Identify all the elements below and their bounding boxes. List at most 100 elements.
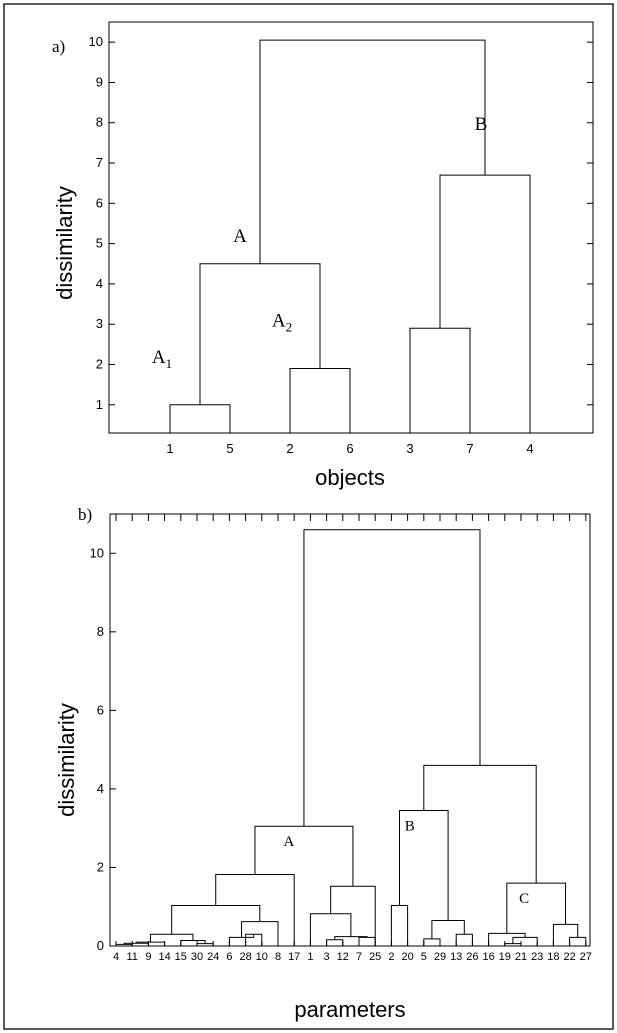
panel-a-links bbox=[169, 39, 531, 433]
dendrogram-link bbox=[123, 942, 149, 946]
leaf-label: 6 bbox=[346, 441, 353, 456]
panel-a-ylabel: dissimilarity bbox=[52, 186, 77, 300]
leaf-label: 9 bbox=[145, 951, 151, 963]
leaf-label: 4 bbox=[526, 441, 533, 456]
y-tick-label: 10 bbox=[89, 34, 103, 49]
dendrogram-link bbox=[254, 825, 354, 887]
y-tick-label: 8 bbox=[96, 115, 103, 130]
panel-b-ticks: 0 2 4 6 8 10 bbox=[90, 513, 591, 953]
leaf-label: 15 bbox=[175, 951, 187, 963]
leaf-label: 1 bbox=[166, 441, 173, 456]
dendrogram-link bbox=[196, 943, 214, 946]
panel-a-xlabel: objects bbox=[315, 465, 385, 490]
leaf-label: 6 bbox=[226, 951, 232, 963]
cluster-label: A bbox=[233, 226, 247, 247]
leaf-label: 16 bbox=[482, 951, 494, 963]
cluster-label: B bbox=[405, 819, 415, 835]
dendrogram-link bbox=[241, 921, 279, 946]
plot-area-a bbox=[108, 21, 594, 434]
dendrogram-link bbox=[409, 327, 471, 433]
leaf-label: 7 bbox=[466, 441, 473, 456]
y-tick-label: 2 bbox=[97, 859, 104, 874]
dendrogram-link bbox=[455, 933, 473, 946]
leaf-label: 3 bbox=[324, 951, 330, 963]
leaf-label: 11 bbox=[126, 951, 137, 963]
cluster-label-subscript: 2 bbox=[286, 320, 293, 335]
leaf-label: 17 bbox=[288, 951, 300, 963]
leaf-label: 14 bbox=[158, 951, 170, 963]
dendrogram-link bbox=[358, 936, 376, 946]
y-tick-label: 1 bbox=[96, 397, 103, 412]
dendrogram-link bbox=[506, 882, 567, 934]
leaf-label: 28 bbox=[239, 951, 251, 963]
y-tick-label: 6 bbox=[96, 195, 103, 210]
y-tick-label: 9 bbox=[96, 74, 103, 89]
leaf-label: 5 bbox=[226, 441, 233, 456]
dendrogram-link bbox=[135, 941, 166, 946]
leaf-label: 18 bbox=[547, 951, 559, 963]
leaf-label: 4 bbox=[113, 951, 119, 963]
dendrogram-link bbox=[569, 936, 587, 946]
leaf-label: 26 bbox=[466, 951, 478, 963]
dendrogram-link bbox=[488, 932, 526, 946]
y-tick-label: 10 bbox=[90, 545, 104, 560]
cluster-label: C bbox=[519, 891, 529, 907]
panel-a-cluster-labels: A A1 A2 B bbox=[152, 114, 487, 371]
y-tick-label: 2 bbox=[96, 357, 103, 372]
dendrogram-link bbox=[303, 529, 481, 827]
leaf-label: 7 bbox=[356, 951, 362, 963]
panel-b-label: b) bbox=[78, 505, 92, 524]
leaf-label: 23 bbox=[531, 951, 543, 963]
cluster-label: A bbox=[284, 834, 295, 850]
leaf-label: 5 bbox=[421, 951, 427, 963]
panel-b-links bbox=[115, 529, 587, 946]
panel-b-xlabel: parameters bbox=[294, 997, 405, 1022]
panel-b-leaf-labels: 4 11 9 14 15 30 24 6 28 10 8 17 1 3 12 7 25 2 20 5 29 13 26 16 1… bbox=[113, 951, 592, 963]
leaf-label: 27 bbox=[580, 951, 592, 963]
cluster-label: A2 bbox=[272, 311, 292, 335]
leaf-label: 3 bbox=[406, 441, 413, 456]
dendrogram-link bbox=[215, 874, 295, 946]
leaf-label: 13 bbox=[450, 951, 462, 963]
leaf-label: 29 bbox=[434, 951, 446, 963]
leaf-label: 2 bbox=[286, 441, 293, 456]
dendrogram-link bbox=[423, 938, 441, 946]
leaf-label: 25 bbox=[369, 951, 381, 963]
panel-a-label: a) bbox=[52, 37, 65, 56]
leaf-label: 30 bbox=[191, 951, 203, 963]
figure-frame bbox=[3, 3, 614, 1030]
y-tick-label: 4 bbox=[97, 781, 104, 796]
leaf-label: 20 bbox=[401, 951, 413, 963]
dendrogram-link bbox=[439, 174, 531, 433]
dendrogram-link bbox=[309, 913, 352, 946]
leaf-label: 2 bbox=[388, 951, 394, 963]
leaf-label: 8 bbox=[275, 951, 281, 963]
dendrogram-link bbox=[334, 936, 368, 940]
y-tick-label: 3 bbox=[96, 316, 103, 331]
cluster-label: A1 bbox=[152, 347, 172, 371]
y-tick-label: 5 bbox=[96, 236, 103, 251]
dendrogram-link bbox=[289, 368, 351, 433]
panel-a-ticks: 1 2 3 4 5 6 7 8 9 10 bbox=[89, 21, 594, 434]
cluster-label-subscript: 1 bbox=[166, 356, 173, 371]
leaf-label: 21 bbox=[515, 951, 527, 963]
dendrogram-link bbox=[259, 39, 486, 264]
dendrogram-link bbox=[245, 933, 263, 946]
leaf-label: 1 bbox=[307, 951, 313, 963]
panel-b-cluster-labels: A B C bbox=[284, 819, 530, 908]
dendrogram-link bbox=[199, 263, 321, 405]
dendrogram-link bbox=[169, 404, 231, 433]
leaf-label: 19 bbox=[499, 951, 511, 963]
leaf-label: 24 bbox=[207, 951, 219, 963]
dendrogram-link bbox=[552, 923, 579, 946]
panel-a-leaf-labels: 1 5 2 6 3 7 4 bbox=[166, 441, 533, 456]
y-tick-label: 0 bbox=[97, 938, 104, 953]
dendrogram-panel-a: a) 1 2 3 4 5 6 7 8 9 10 1 5 2 6 3 7 4 A A1 A2 B objects di… bbox=[52, 21, 594, 490]
dendrogram-link bbox=[423, 764, 537, 884]
plot-area-b bbox=[109, 513, 591, 947]
y-tick-label: 8 bbox=[97, 624, 104, 639]
leaf-label: 22 bbox=[563, 951, 575, 963]
dendrogram-link bbox=[326, 939, 344, 946]
